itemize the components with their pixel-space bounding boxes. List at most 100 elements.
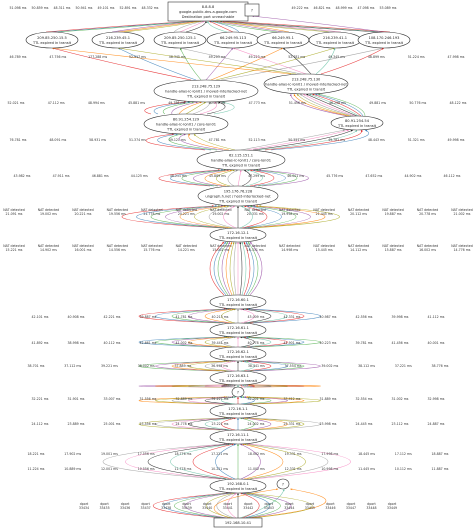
edge-chain-0-0: [138, 308, 227, 324]
hop-row1-node-1-label-0: 216.239.45.1: [106, 36, 130, 40]
unknown-hop-node-shape: [244, 3, 260, 17]
edge-row1-top-2-1-arrow: [202, 21, 205, 23]
edge-isp4-up-8-arrow: [350, 130, 353, 132]
edge-isp2-isp0-4: [178, 101, 203, 115]
mid-node-5-shape: [209, 403, 267, 419]
nat-row-1-value-11: 15.887 ms: [385, 248, 402, 252]
edge-mid0-isp5-12: [245, 205, 297, 229]
edge-isp5-isp4-9: [245, 169, 263, 187]
rtt-row-9-label-8: 23.998 ms: [320, 422, 337, 426]
dport-label-value-10: 33444: [284, 506, 294, 510]
rtt-row-9-label-0: 24.112 ms: [32, 422, 49, 426]
hop-row1-node-4-shape: [256, 31, 310, 49]
rtt-row-8-label-0: 32.221 ms: [32, 397, 49, 401]
rtt-row-6-label-0: 41.892 ms: [32, 341, 49, 345]
rtt-row-0-label-9: 48.999 ms: [336, 6, 353, 10]
rtt-row-5-label-9: 42.556 ms: [356, 315, 373, 319]
edge-isp5-isp4-13: [258, 169, 309, 187]
edge-isp0-row1-0: [51, 47, 192, 81]
edge-row1-top-4-0: [211, 20, 278, 33]
isp-node-4-label-1: handle-alias-ic-lon01 / core-lon01: [211, 159, 271, 163]
rtt-row-3-label-5: 47.781 ms: [209, 138, 226, 142]
rtt-row-4-label-3: 44.125 ms: [131, 174, 148, 178]
rtt-row-8-label-1: 31.901 ms: [68, 397, 85, 401]
edge-isp4-up-11-arrow: [365, 130, 368, 132]
isp-node-2-label-1: handle-alias-ic-lon01 / core-lon01: [156, 123, 216, 127]
isp-node-4-label-0: 62.115.151.1: [229, 153, 253, 157]
edge-isp4-up-2: [168, 133, 218, 151]
isp-node-1-label-1: handle-alias-ic-lon01 / moved-interlocke…: [265, 83, 347, 87]
nat-row-0-value-1: 19.002 ms: [40, 212, 57, 216]
dport-label-value-7: 33441: [223, 506, 233, 510]
nat-row-1-title-6: NAT detected: [210, 244, 231, 248]
rtt-row-5-label-8: 40.987 ms: [320, 315, 337, 319]
nat-row-1-title-12: NAT detected: [417, 244, 438, 248]
hop-row1-node-1-label-1: TTL expired in transit: [98, 41, 138, 45]
hop-row1-node-3-label-1: TTL expired in transit: [213, 41, 253, 45]
nat-row-0-title-5: NAT detected: [176, 208, 197, 212]
rtt-row-5-label-11: 41.112 ms: [428, 315, 445, 319]
edge-chain-6-7: [239, 443, 261, 480]
edge-row1-top-2-1: [179, 20, 206, 33]
nat-row-1-value-2: 16.001 ms: [74, 248, 91, 252]
rtt-row-11-label-8: 10.998 ms: [321, 467, 338, 471]
hop-row1-node-5-label-1: TTL expired in transit: [315, 41, 355, 45]
edge-isp4-up-5-arrow: [194, 134, 196, 137]
mid-node-3-label-0: 172.16.62.1: [227, 350, 249, 354]
rtt-row-1-label-7: 52.781 ms: [288, 55, 305, 59]
hop-row1-node-6-shape: [357, 31, 411, 49]
nat-row-1-value-3: 14.556 ms: [109, 248, 126, 252]
nat-row-1-title-2: NAT detected: [72, 244, 93, 248]
edge-chain-4-5-arrow: [233, 396, 236, 399]
nat-row-0-value-2: 20.221 ms: [74, 212, 91, 216]
hop-row1-node-5-shape: [308, 31, 362, 49]
edge-chain-6-3: [170, 443, 233, 480]
edge-row1-top-1-2: [123, 20, 203, 33]
dport-label-title-15: dport: [388, 502, 397, 506]
edge-src-up-15: [246, 492, 313, 519]
dport-label-value-2: 33436: [120, 506, 130, 510]
rtt-row-3-label-0: 76.781 ms: [10, 138, 27, 142]
edge-chain-1-11: [247, 336, 321, 348]
isp-node-0-label-2: TTL expired in transit: [186, 95, 226, 99]
rtt-row-8-label-2: 33.007 ms: [104, 397, 121, 401]
edge-isp3-isp1-1: [293, 93, 350, 117]
rtt-row-7-label-6: 38.441 ms: [248, 364, 265, 368]
edge-isp4-up-11: [270, 129, 370, 151]
rtt-row-11-label-6: 11.002 ms: [248, 467, 265, 471]
edge-isp5-isp4-4: [204, 169, 233, 187]
rtt-row-8-label-6: 32.001 ms: [248, 397, 265, 401]
edge-isp5-isp4-12-arrow: [256, 169, 259, 172]
nat-row-1-value-0: 15.221 ms: [6, 248, 23, 252]
hop-row1-node-2-shape: [153, 31, 207, 49]
edge-isp4-up-0: [145, 133, 206, 151]
isp-node-3-label-1: TTL expired in transit: [337, 124, 377, 128]
rtt-row-5-label-6: 43.009 ms: [248, 315, 265, 319]
rtt-row-9-label-7: 25.331 ms: [284, 422, 301, 426]
nat-row-0-title-3: NAT detected: [107, 208, 128, 212]
rtt-row-9-label-4: 24.778 ms: [176, 422, 193, 426]
edge-isp1-row1-6-arrow: [381, 48, 384, 50]
nat-row-1-title-7: NAT detected: [244, 244, 265, 248]
dport-label-value-11: 33445: [305, 506, 315, 510]
edge-isp3-isp1-6: [308, 93, 360, 117]
edge-row1-top-3-2: [209, 20, 240, 33]
hop-row1-node-2-label-1: TTL expired in transit: [160, 41, 200, 45]
rtt-row-2-label-0: 52.021 ms: [8, 101, 25, 105]
rtt-row-10-label-5: 17.221 ms: [211, 452, 228, 456]
edge-chain-4-11-arrow: [248, 396, 251, 398]
edge-isp3-isp1-6-arrow: [309, 93, 312, 96]
edge-isp5-isp4-5: [216, 169, 236, 187]
nat-row-1-title-3: NAT detected: [107, 244, 128, 248]
edge-mid1-mid0-11-arrow: [246, 242, 248, 245]
dport-label-title-9: dport: [265, 502, 274, 506]
rtt-row-1-label-8: 49.345 ms: [328, 55, 345, 59]
dport-label-value-8: 33442: [243, 506, 253, 510]
rtt-row-4-label-8: 45.776 ms: [326, 174, 343, 178]
